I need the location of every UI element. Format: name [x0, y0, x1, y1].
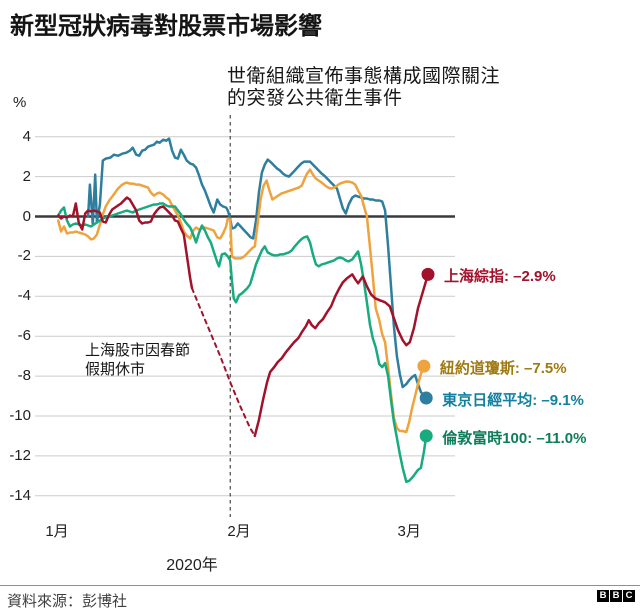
series-line-shanghai — [56, 196, 194, 290]
y-tick-label: -6 — [17, 327, 31, 345]
y-tick-label: -14 — [9, 486, 31, 504]
x-tick-label: 1月 — [45, 523, 69, 540]
y-tick-label: -8 — [17, 367, 31, 385]
end-dot-dow — [417, 359, 431, 373]
series-label-ftse: 倫敦富時100: –11.0% — [442, 429, 587, 447]
y-tick-label: -4 — [17, 287, 31, 305]
series-line-ftse — [56, 202, 428, 484]
end-dot-nikkei — [419, 391, 433, 405]
y-axis-unit-label: % — [13, 94, 27, 111]
y-tick-label: 2 — [22, 167, 31, 185]
bbc-logo: B B C — [597, 590, 635, 602]
footer-divider — [0, 585, 640, 586]
who-annotation-line-2: 的突發公共衛生事件 — [227, 88, 403, 109]
end-dot-shanghai — [421, 267, 435, 281]
y-tick-label: -10 — [9, 407, 31, 424]
chart-title: 新型冠狀病毒對股票市場影響 — [10, 13, 322, 40]
series-line-shanghai — [253, 273, 430, 438]
shanghai-holiday-line-1: 上海股市因春節 — [85, 342, 191, 359]
x-axis-year-label: 2020年 — [166, 557, 218, 574]
series-line-dow — [56, 168, 426, 434]
source-attribution: 資料來源：彭博社 — [7, 593, 128, 610]
series-label-nikkei: 東京日經平均: –9.1% — [442, 392, 584, 409]
y-tick-label: -12 — [9, 446, 31, 464]
series-label-dow: 紐約道瓊斯: –7.5% — [439, 360, 567, 378]
series-line-shanghai-dashed — [191, 287, 256, 437]
bbc-logo-letter-c: C — [623, 590, 635, 602]
series-line-nikkei — [86, 137, 428, 400]
x-tick-label: 3月 — [397, 523, 421, 540]
y-tick-label: 4 — [22, 127, 31, 145]
end-dot-ftse — [419, 429, 433, 443]
y-tick-label: -2 — [17, 247, 31, 265]
y-tick-label: 0 — [22, 207, 31, 225]
who-annotation: 世衛組織宣佈事態構成國際關注 的突發公共衛生事件 — [227, 66, 500, 110]
shanghai-holiday-annotation: 上海股市因春節 假期休市 — [85, 341, 190, 379]
series-label-shanghai: 上海綜指: –2.9% — [444, 268, 556, 286]
bbc-logo-letter-b2: B — [610, 590, 622, 602]
x-tick-label: 2月 — [227, 523, 251, 540]
bbc-logo-letter-b1: B — [597, 590, 609, 602]
shanghai-holiday-line-2: 假期休市 — [85, 361, 146, 378]
who-annotation-line-1: 世衛組織宣佈事態構成國際關注 — [227, 66, 501, 87]
